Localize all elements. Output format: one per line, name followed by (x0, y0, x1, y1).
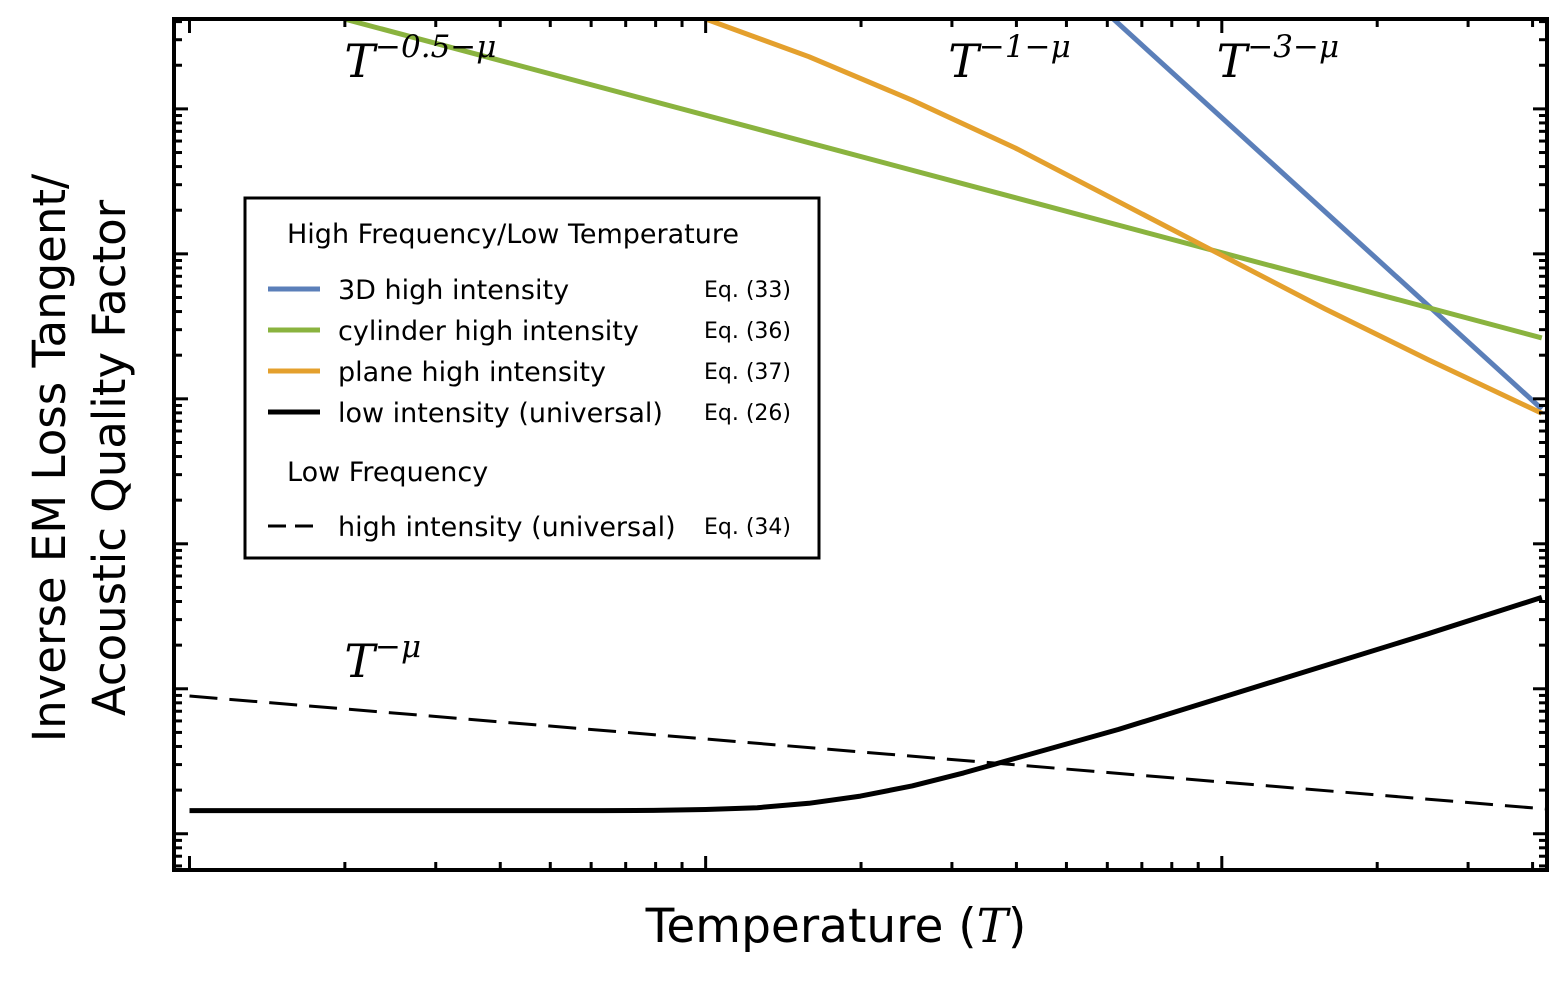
legend-eq-low-intensity-universal: Eq. (26) (704, 401, 791, 426)
series-line-high-intensity-universal (189, 694, 1547, 811)
power-law-annotation: T−3−μ (1217, 29, 1340, 88)
legend-label-high-intensity-universal: high intensity (universal) (338, 512, 676, 543)
legend-label-cylinder-high-intensity: cylinder high intensity (338, 316, 639, 347)
legend-eq-plane-high-intensity: Eq. (37) (704, 360, 791, 385)
power-law-annotation: T−μ (344, 629, 421, 688)
series-line-3d-high-intensity (1111, 19, 1544, 411)
series-line-plane-high-intensity (704, 19, 1543, 416)
legend-group1-title: High Frequency/Low Temperature (287, 219, 739, 250)
plot-frame (172, 17, 1549, 872)
legend-label-plane-high-intensity: plane high intensity (338, 357, 606, 388)
y-axis-label: Inverse EM Loss Tangent/ Acoustic Qualit… (23, 173, 136, 742)
x-axis-label-suffix: ) (1008, 899, 1026, 954)
power-law-annotation: T−1−μ (948, 29, 1071, 88)
legend-label-3d-high-intensity: 3D high intensity (338, 275, 569, 306)
legend-entries: 3D high intensity Eq. (33) cylinder high i… (268, 275, 791, 543)
legend-group2-title: Low Frequency (287, 457, 488, 488)
legend-box (243, 196, 821, 560)
svg-text:Temperature (T): Temperature (T) (645, 899, 1027, 954)
legend-eq-cylinder-high-intensity: Eq. (36) (704, 319, 791, 344)
series-line-low-intensity-universal (189, 595, 1543, 814)
series-line-cylinder-high-intensity (343, 19, 1543, 341)
y-axis-label-line2: Acoustic Quality Factor (83, 199, 136, 716)
legend: High Frequency/Low Temperature Low Frequ… (243, 196, 821, 560)
x-axis-label-var: T (977, 899, 1012, 954)
x-axis-label: Temperature (T) (645, 899, 1027, 954)
x-axis-label-prefix: Temperature ( (645, 899, 977, 954)
series-layer (189, 19, 1547, 814)
legend-eq-3d-high-intensity: Eq. (33) (704, 278, 791, 303)
legend-eq-high-intensity-universal: Eq. (34) (704, 515, 791, 540)
annotation-layer: T−0.5−μ T−1−μ T−3−μ T−μ (344, 29, 1339, 688)
power-law-annotation: T−0.5−μ (344, 29, 496, 88)
legend-label-low-intensity-universal: low intensity (universal) (338, 398, 663, 429)
y-axis-label-line1: Inverse EM Loss Tangent/ (23, 173, 76, 742)
